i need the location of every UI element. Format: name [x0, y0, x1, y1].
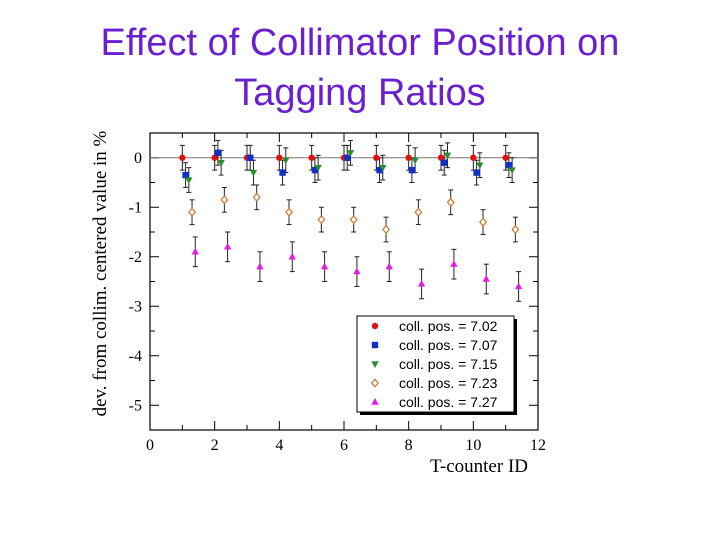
data-point-series-1 — [308, 154, 315, 161]
y-tick-label: -2 — [129, 249, 142, 266]
data-point-series-4 — [414, 207, 423, 217]
data-point-series-4 — [285, 207, 294, 217]
data-point-series-4 — [349, 215, 358, 225]
y-tick-label: -4 — [129, 348, 142, 365]
data-point-series-5 — [320, 262, 329, 270]
data-point-series-1 — [179, 154, 186, 161]
data-point-series-3 — [379, 164, 387, 172]
data-point-series-5 — [223, 242, 232, 250]
legend-marker-4 — [371, 378, 379, 388]
data-point-series-1 — [437, 154, 445, 161]
data-point-series-5 — [417, 279, 426, 287]
data-point-series-2 — [344, 154, 351, 161]
data-point-series-3 — [346, 150, 355, 157]
legend-marker-3 — [371, 361, 379, 368]
data-point-series-1 — [276, 154, 283, 161]
data-point-series-5 — [450, 260, 458, 267]
x-tick-label: 0 — [146, 437, 154, 454]
data-point-series-1 — [405, 154, 412, 161]
legend-label: coll. pos. = 7.02 — [399, 318, 498, 334]
data-point-series-5 — [353, 267, 361, 275]
legend-label: coll. pos. = 7.15 — [399, 356, 498, 372]
data-point-series-3 — [217, 160, 225, 167]
data-point-series-3 — [443, 152, 452, 160]
data-point-series-1 — [373, 154, 380, 161]
data-point-series-2 — [182, 171, 189, 179]
data-point-series-3 — [476, 162, 484, 170]
data-point-series-4 — [446, 197, 455, 207]
data-point-series-5 — [385, 262, 393, 270]
data-point-series-2 — [408, 166, 416, 174]
data-point-series-4 — [317, 215, 326, 225]
data-point-series-3 — [508, 167, 516, 175]
x-tick-label: 12 — [530, 437, 546, 454]
data-point-series-2 — [505, 161, 513, 169]
y-tick-label: -5 — [129, 397, 142, 414]
data-point-series-2 — [376, 166, 383, 174]
legend-label: coll. pos. = 7.27 — [399, 394, 498, 410]
x-tick-label: 10 — [465, 437, 481, 454]
data-point-series-4 — [382, 224, 391, 235]
data-point-series-3 — [411, 157, 419, 165]
legend-box — [356, 315, 515, 413]
y-tick-label: -3 — [129, 298, 142, 315]
legend-marker-1 — [371, 322, 379, 330]
legend-marker-5 — [371, 398, 379, 405]
data-point-series-4 — [511, 224, 520, 235]
data-point-series-2 — [473, 169, 480, 176]
x-axis-label: T-counter ID — [430, 456, 528, 477]
data-point-series-2 — [214, 149, 222, 156]
data-point-series-5 — [256, 262, 264, 270]
data-point-series-5 — [482, 275, 490, 282]
data-point-series-3 — [185, 177, 193, 185]
x-tick-label: 8 — [405, 437, 413, 454]
data-point-series-4 — [479, 217, 488, 227]
slide-title: Effect of Collimator Position on Tagging… — [0, 18, 720, 118]
data-point-series-4 — [252, 192, 261, 202]
data-point-series-3 — [314, 164, 322, 172]
data-point-series-3 — [282, 157, 290, 165]
data-point-series-2 — [247, 154, 254, 161]
y-tick-label: 0 — [134, 150, 142, 167]
legend-label: coll. pos. = 7.07 — [399, 337, 498, 353]
x-tick-label: 6 — [340, 437, 348, 454]
data-point-series-1 — [211, 154, 218, 161]
data-point-series-2 — [311, 166, 319, 174]
data-point-series-4 — [188, 207, 197, 217]
legend-label: coll. pos. = 7.23 — [399, 375, 498, 391]
slide-title-line-1: Effect of Collimator Position on — [100, 22, 620, 64]
data-point-series-5 — [514, 282, 523, 290]
y-axis-label: dev. from collim. centered value in % — [90, 130, 111, 416]
data-point-series-3 — [249, 169, 258, 177]
data-point-series-2 — [279, 169, 286, 176]
x-tick-label: 4 — [275, 437, 283, 454]
legend-marker-2 — [371, 341, 379, 349]
data-point-series-2 — [441, 159, 448, 166]
data-point-series-5 — [288, 252, 296, 260]
data-point-series-1 — [502, 154, 509, 161]
data-point-series-5 — [191, 247, 199, 255]
y-tick-label: -1 — [129, 199, 142, 216]
data-point-series-1 — [470, 154, 477, 161]
x-tick-label: 2 — [211, 437, 219, 454]
slide-title-line-2: Tagging Ratios — [234, 72, 486, 114]
data-point-series-4 — [220, 195, 229, 205]
